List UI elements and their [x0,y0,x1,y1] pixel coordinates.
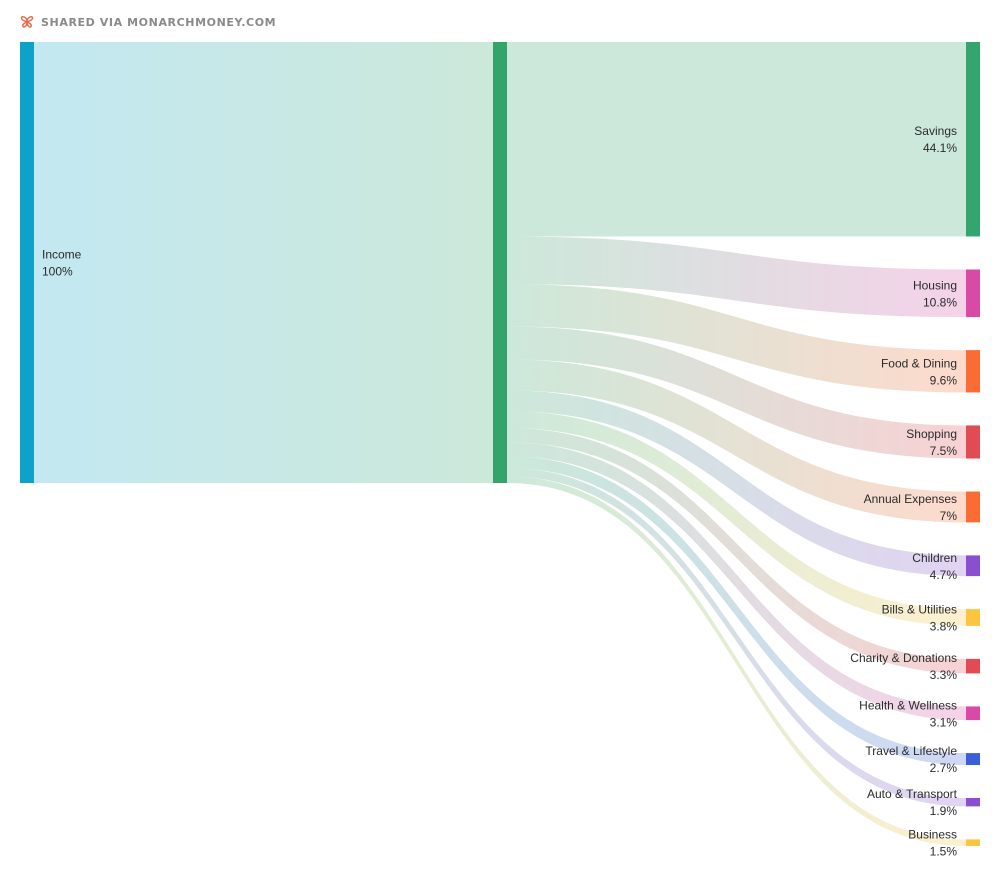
food-and-dining-label: Food & Dining [881,356,957,370]
auto-and-transport-node[interactable] [966,798,980,807]
income-node[interactable] [20,42,34,483]
charity-and-donations-label: Charity & Donations [850,651,957,665]
monarch-butterfly-icon [20,15,34,29]
sankey-nodes [20,42,980,846]
charity-and-donations-node[interactable] [966,658,980,674]
auto-and-transport-link [507,468,966,807]
health-and-wellness-value: 3.1% [930,715,958,729]
travel-and-lifestyle-label: Travel & Lifestyle [865,744,957,758]
savings-link [507,42,966,237]
shopping-label: Shopping [906,427,957,441]
health-and-wellness-label: Health & Wellness [859,698,957,712]
housing-link [507,236,966,318]
business-value: 1.5% [930,845,958,859]
business-node[interactable] [966,839,980,846]
travel-and-lifestyle-value: 2.7% [930,761,958,775]
health-and-wellness-node[interactable] [966,706,980,721]
children-value: 4.7% [930,568,958,582]
housing-node[interactable] [966,269,980,318]
income-label: Income [42,248,82,262]
bills-and-utilities-link [507,411,966,626]
bills-and-utilities-value: 3.8% [930,619,958,633]
auto-and-transport-label: Auto & Transport [867,787,958,801]
savings-node[interactable] [966,42,980,237]
shopping-node[interactable] [966,425,980,459]
savings-value: 44.1% [923,141,957,155]
annual-expenses-value: 7% [940,509,958,523]
travel-and-lifestyle-link [507,456,966,766]
business-link [507,476,966,846]
income-link [34,42,493,483]
annual-expenses-label: Annual Expenses [864,492,957,506]
shopping-value: 7.5% [930,444,958,458]
children-node[interactable] [966,555,980,577]
shared-via-header[interactable]: SHARED VIA MONARCHMONEY.COM [20,12,276,32]
middle-node[interactable] [493,42,507,483]
food-and-dining-node[interactable] [966,350,980,393]
housing-label: Housing [913,278,957,292]
bills-and-utilities-node[interactable] [966,609,980,626]
business-label: Business [908,828,957,842]
charity-and-donations-value: 3.3% [930,668,958,682]
shopping-link [507,326,966,459]
travel-and-lifestyle-node[interactable] [966,753,980,766]
children-link [507,390,966,577]
health-and-wellness-link [507,442,966,721]
sankey-links [34,42,966,846]
food-and-dining-link [507,284,966,393]
sankey-labels: Savings 44.1% Housing 10.8% Food & Dining 9.6… [42,124,958,858]
bills-and-utilities-label: Bills & Utilities [882,602,957,616]
housing-value: 10.8% [923,295,957,309]
charity-and-donations-link [507,427,966,674]
annual-expenses-node[interactable] [966,491,980,523]
food-and-dining-value: 9.6% [930,373,958,387]
income-value: 100% [42,265,73,279]
children-label: Children [912,551,957,565]
annual-expenses-link [507,359,966,523]
auto-and-transport-value: 1.9% [930,804,958,818]
shared-via-text: SHARED VIA MONARCHMONEY.COM [41,15,277,29]
savings-label: Savings [914,124,957,138]
